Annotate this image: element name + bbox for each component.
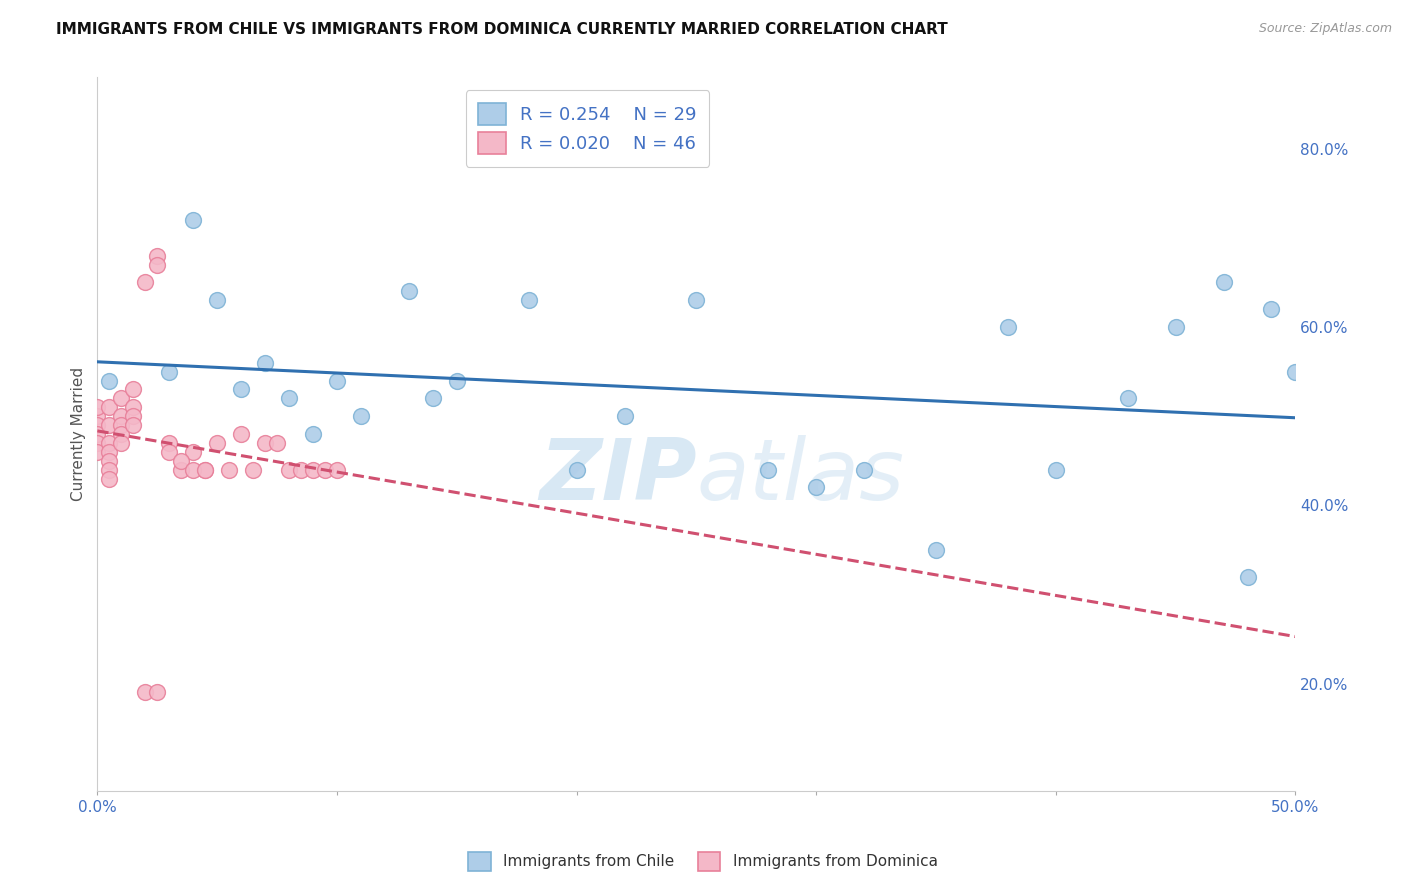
Point bbox=[146, 685, 169, 699]
Point bbox=[86, 401, 108, 415]
Point bbox=[86, 436, 108, 450]
Point bbox=[181, 445, 204, 459]
Text: atlas: atlas bbox=[696, 435, 904, 518]
Point bbox=[1260, 302, 1282, 317]
Point bbox=[242, 463, 264, 477]
Point bbox=[326, 463, 349, 477]
Legend: R = 0.254    N = 29, R = 0.020    N = 46: R = 0.254 N = 29, R = 0.020 N = 46 bbox=[465, 90, 709, 167]
Point bbox=[98, 445, 121, 459]
Point bbox=[565, 463, 588, 477]
Point bbox=[1284, 365, 1306, 379]
Point bbox=[1116, 392, 1139, 406]
Point bbox=[229, 427, 252, 442]
Point bbox=[86, 418, 108, 433]
Point bbox=[98, 471, 121, 485]
Point bbox=[146, 249, 169, 263]
Text: IMMIGRANTS FROM CHILE VS IMMIGRANTS FROM DOMINICA CURRENTLY MARRIED CORRELATION : IMMIGRANTS FROM CHILE VS IMMIGRANTS FROM… bbox=[56, 22, 948, 37]
Point bbox=[205, 436, 228, 450]
Point bbox=[756, 463, 779, 477]
Point bbox=[350, 409, 373, 424]
Point bbox=[290, 463, 312, 477]
Point bbox=[613, 409, 636, 424]
Point bbox=[110, 409, 132, 424]
Point bbox=[170, 454, 193, 468]
Point bbox=[517, 293, 540, 308]
Point bbox=[86, 445, 108, 459]
Point bbox=[134, 685, 156, 699]
Point bbox=[98, 374, 121, 388]
Y-axis label: Currently Married: Currently Married bbox=[72, 367, 86, 501]
Point bbox=[194, 463, 217, 477]
Point bbox=[98, 418, 121, 433]
Point bbox=[110, 392, 132, 406]
Text: ZIP: ZIP bbox=[538, 435, 696, 518]
Point bbox=[254, 436, 277, 450]
Point bbox=[997, 320, 1019, 334]
Point bbox=[853, 463, 876, 477]
Point bbox=[157, 365, 180, 379]
Point bbox=[1045, 463, 1067, 477]
Point bbox=[122, 383, 145, 397]
Point bbox=[122, 418, 145, 433]
Point bbox=[278, 392, 301, 406]
Point bbox=[1212, 276, 1234, 290]
Point bbox=[218, 463, 240, 477]
Point bbox=[1164, 320, 1187, 334]
Point bbox=[254, 356, 277, 370]
Point bbox=[302, 463, 325, 477]
Point bbox=[302, 427, 325, 442]
Point bbox=[1236, 569, 1258, 583]
Point bbox=[86, 409, 108, 424]
Point bbox=[157, 445, 180, 459]
Point bbox=[806, 480, 828, 494]
Point bbox=[278, 463, 301, 477]
Point bbox=[181, 213, 204, 227]
Legend: Immigrants from Chile, Immigrants from Dominica: Immigrants from Chile, Immigrants from D… bbox=[460, 843, 946, 880]
Point bbox=[110, 418, 132, 433]
Point bbox=[266, 436, 288, 450]
Point bbox=[98, 463, 121, 477]
Point bbox=[110, 427, 132, 442]
Point bbox=[925, 542, 948, 557]
Point bbox=[157, 436, 180, 450]
Text: Source: ZipAtlas.com: Source: ZipAtlas.com bbox=[1258, 22, 1392, 36]
Point bbox=[86, 427, 108, 442]
Point bbox=[134, 276, 156, 290]
Point bbox=[314, 463, 336, 477]
Point bbox=[326, 374, 349, 388]
Point bbox=[422, 392, 444, 406]
Point bbox=[170, 463, 193, 477]
Point bbox=[229, 383, 252, 397]
Point bbox=[98, 454, 121, 468]
Point bbox=[194, 463, 217, 477]
Point bbox=[98, 401, 121, 415]
Point bbox=[205, 293, 228, 308]
Point bbox=[110, 436, 132, 450]
Point bbox=[122, 401, 145, 415]
Point bbox=[98, 436, 121, 450]
Point bbox=[122, 409, 145, 424]
Point bbox=[446, 374, 468, 388]
Point bbox=[398, 285, 420, 299]
Point bbox=[181, 463, 204, 477]
Point bbox=[146, 258, 169, 272]
Point bbox=[685, 293, 707, 308]
